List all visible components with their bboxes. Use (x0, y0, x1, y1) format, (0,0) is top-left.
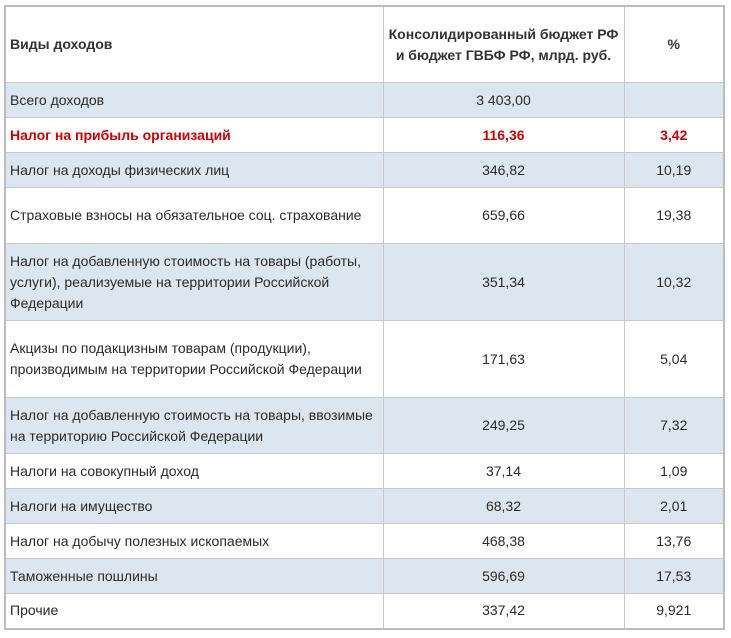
row-name: Налоги на совокупный доход (4, 453, 384, 489)
table-row: Налоги на имущество 68,32 2,01 (4, 488, 725, 524)
row-percent (623, 82, 725, 118)
table-row: Налог на добавленную стоимость на товары… (4, 243, 725, 321)
row-percent: 7,32 (623, 397, 725, 454)
table-row: Акцизы по подакцизным товарам (продукции… (4, 320, 725, 398)
row-name: Прочие (4, 593, 384, 629)
row-percent: 5,04 (623, 320, 725, 398)
table-row: Прочие 337,42 9,921 (4, 593, 725, 629)
row-name: Налог на добычу полезных ископаемых (4, 523, 384, 559)
table-row: Налоги на совокупный доход 37,14 1,09 (4, 453, 725, 489)
row-percent: 9,921 (623, 593, 725, 629)
row-value: 3 403,00 (382, 82, 625, 118)
row-percent: 2,01 (623, 488, 725, 524)
table-row: Налог на добычу полезных ископаемых 468,… (4, 523, 725, 559)
table-row-highlighted: Налог на прибыль организаций 116,36 3,42 (4, 117, 725, 153)
header-percent: % (623, 5, 725, 83)
row-value: 596,69 (382, 558, 625, 594)
row-value: 116,36 (382, 117, 625, 153)
revenue-table: Виды доходов Консолидированный бюджет РФ… (4, 5, 725, 630)
row-name: Налог на добавленную стоимость на товары… (4, 397, 384, 454)
row-name: Налог на добавленную стоимость на товары… (4, 243, 384, 321)
row-name: Всего доходов (4, 82, 384, 118)
row-percent: 3,42 (623, 117, 725, 153)
row-value: 659,66 (382, 187, 625, 244)
row-name: Налог на прибыль организаций (4, 117, 384, 153)
row-value: 346,82 (382, 152, 625, 188)
row-value: 337,42 (382, 593, 625, 629)
row-percent: 10,19 (623, 152, 725, 188)
row-percent: 13,76 (623, 523, 725, 559)
row-name: Налог на доходы физических лиц (4, 152, 384, 188)
table-row: Налог на доходы физических лиц 346,82 10… (4, 152, 725, 188)
row-name: Страховые взносы на обязательное соц. ст… (4, 187, 384, 244)
table-header-row: Виды доходов Консолидированный бюджет РФ… (4, 5, 725, 83)
row-name: Налоги на имущество (4, 488, 384, 524)
row-value: 171,63 (382, 320, 625, 398)
table-row: Таможенные пошлины 596,69 17,53 (4, 558, 725, 594)
row-value: 468,38 (382, 523, 625, 559)
row-value: 249,25 (382, 397, 625, 454)
revenue-table-container: Виды доходов Консолидированный бюджет РФ… (4, 5, 725, 630)
row-name: Акцизы по подакцизным товарам (продукции… (4, 320, 384, 398)
table-row: Налог на добавленную стоимость на товары… (4, 397, 725, 454)
header-budget-value: Консолидированный бюджет РФ и бюджет ГВБ… (382, 5, 625, 83)
row-value: 37,14 (382, 453, 625, 489)
row-name: Таможенные пошлины (4, 558, 384, 594)
row-percent: 10,32 (623, 243, 725, 321)
row-value: 351,34 (382, 243, 625, 321)
table-row: Страховые взносы на обязательное соц. ст… (4, 187, 725, 244)
row-percent: 19,38 (623, 187, 725, 244)
row-value: 68,32 (382, 488, 625, 524)
row-percent: 17,53 (623, 558, 725, 594)
row-percent: 1,09 (623, 453, 725, 489)
header-revenue-type: Виды доходов (4, 5, 384, 83)
table-row: Всего доходов 3 403,00 (4, 82, 725, 118)
